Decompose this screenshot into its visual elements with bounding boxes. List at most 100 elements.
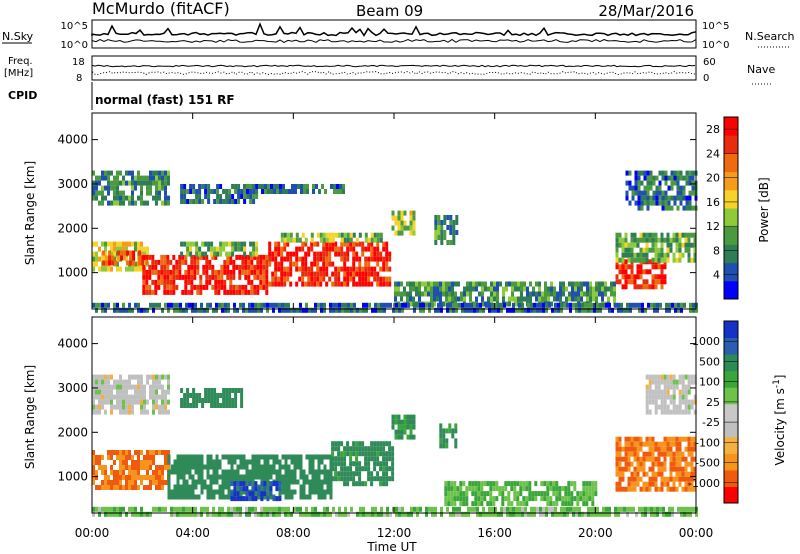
heatmap-cell — [678, 404, 682, 410]
heatmap-cell — [92, 195, 95, 201]
heatmap-cell — [110, 404, 113, 410]
heatmap-cell — [442, 281, 445, 287]
heatmap-cell — [404, 302, 407, 308]
heatmap-cell — [525, 481, 529, 487]
heatmap-cell — [687, 476, 691, 482]
heatmap-cell — [445, 286, 448, 292]
heatmap-cell — [200, 489, 204, 495]
heatmap-cell — [182, 454, 186, 460]
heatmap-cell — [229, 259, 233, 265]
heatmap-cell — [449, 302, 452, 308]
heatmap-cell — [370, 232, 374, 238]
heatmap-cell — [161, 465, 164, 470]
heatmap-cell — [242, 489, 246, 495]
heatmap-cell — [651, 461, 655, 467]
heatmap-cell — [110, 374, 113, 380]
x-tick-label: 16:00 — [477, 526, 512, 540]
heatmap-cell — [651, 237, 655, 243]
heatmap-cell — [639, 461, 643, 467]
heatmap-cell — [545, 302, 548, 308]
heatmap-cell — [618, 481, 622, 487]
heatmap-cell — [241, 269, 245, 275]
colorbar-swatch — [724, 280, 738, 300]
heatmap-cell — [542, 302, 545, 308]
heatmap-cell — [284, 506, 287, 512]
heatmap-cell — [248, 302, 251, 308]
heatmap-cell — [299, 469, 303, 475]
heatmap-cell — [110, 485, 113, 490]
heatmap-cell — [500, 302, 503, 308]
heatmap-cell — [634, 170, 638, 176]
heatmap-cell — [590, 307, 593, 313]
heatmap-cell — [449, 230, 453, 235]
heatmap-cell — [181, 259, 185, 265]
heatmap-cell — [195, 194, 199, 199]
heatmap-cell — [160, 259, 164, 265]
heatmap-cell — [352, 476, 356, 482]
heatmap-cell — [161, 180, 164, 186]
heatmap-cell — [189, 251, 193, 257]
heatmap-cell — [137, 374, 140, 380]
heatmap-cell — [651, 242, 655, 248]
heatmap-cell — [501, 496, 505, 502]
heatmap-cell — [667, 195, 671, 201]
heatmap-cell — [155, 180, 158, 186]
heatmap-cell — [149, 455, 152, 460]
heatmap-cell — [526, 291, 529, 297]
heatmap-cell — [416, 506, 419, 512]
heatmap-cell — [287, 494, 291, 500]
heatmap-cell — [610, 281, 613, 287]
heatmap-cell — [250, 289, 254, 295]
heatmap-cell — [323, 506, 326, 512]
heatmap-cell — [182, 511, 185, 517]
heatmap-cell — [450, 501, 454, 507]
heatmap-cell — [684, 242, 688, 248]
heatmap-cell — [113, 302, 116, 308]
heatmap-cell — [237, 189, 241, 194]
heatmap-cell — [523, 296, 526, 302]
heatmap-cell — [687, 242, 691, 248]
heatmap-cell — [299, 302, 302, 308]
heatmap-cell — [107, 185, 110, 191]
heatmap-cell — [653, 506, 656, 512]
heatmap-cell — [301, 266, 305, 272]
heatmap-cell — [645, 247, 649, 253]
heatmap-cell — [204, 398, 208, 403]
heatmap-cell — [152, 470, 155, 475]
heatmap-cell — [107, 200, 110, 206]
heatmap-cell — [376, 471, 380, 477]
heatmap-cell — [433, 281, 436, 287]
heatmap-cell — [394, 286, 397, 292]
colorbar-tick-label: 100 — [699, 376, 720, 389]
heatmap-cell — [301, 241, 305, 247]
heatmap-cell — [113, 185, 116, 191]
heatmap-cell — [660, 394, 664, 400]
heatmap-cell — [122, 389, 125, 395]
heatmap-cell — [436, 281, 439, 287]
heatmap-cell — [596, 506, 599, 512]
heatmap-cell — [145, 289, 149, 295]
heatmap-cell — [403, 424, 407, 430]
heatmap-cell — [453, 486, 457, 492]
heatmap-cell — [454, 443, 458, 449]
heatmap-cell — [143, 251, 146, 257]
heatmap-cell — [195, 393, 199, 398]
heatmap-cell — [146, 307, 149, 313]
heatmap-cell — [352, 276, 356, 282]
heatmap-cell — [205, 254, 209, 260]
heatmap-cell — [160, 269, 164, 275]
heatmap-cell — [323, 494, 327, 500]
heatmap-cell — [122, 470, 125, 475]
heatmap-cell — [349, 451, 353, 457]
heatmap-cell — [307, 276, 311, 282]
heatmap-cell — [392, 307, 395, 313]
heatmap-cell — [447, 496, 451, 502]
heatmap-cell — [263, 494, 267, 500]
heatmap-cell — [419, 506, 422, 512]
heatmap-cell — [104, 409, 107, 415]
heatmap-cell — [445, 291, 448, 297]
heatmap-cell — [337, 476, 341, 482]
heatmap-cell — [398, 307, 401, 313]
heatmap-cell — [358, 261, 362, 267]
heatmap-cell — [184, 284, 188, 290]
